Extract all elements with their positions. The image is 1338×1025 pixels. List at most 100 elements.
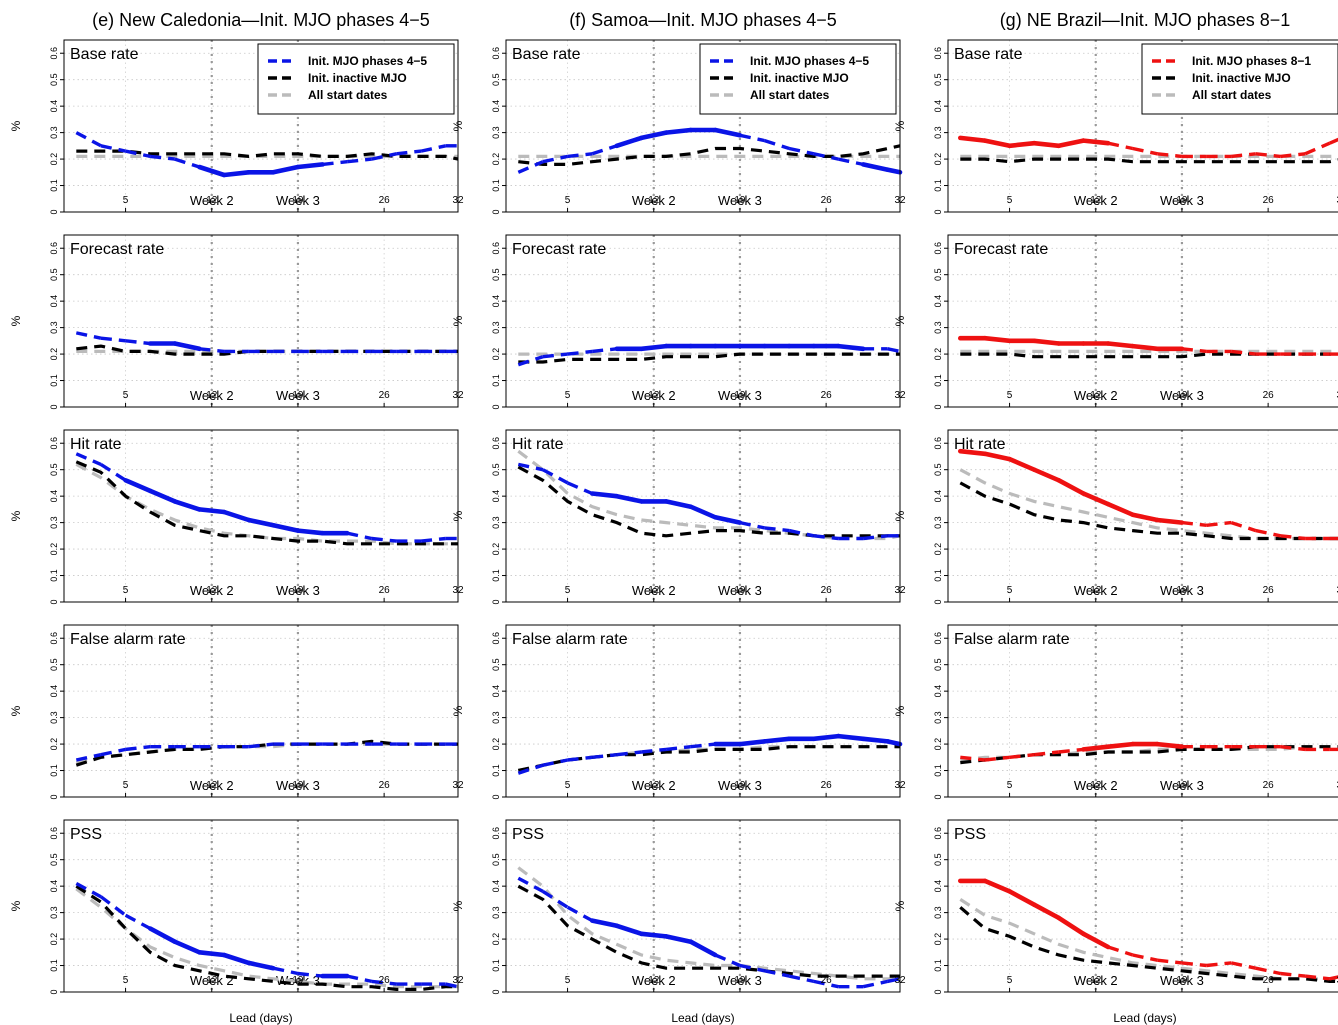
x-tick-label: 26 bbox=[1263, 195, 1275, 206]
series-mjo-segment bbox=[592, 347, 617, 354]
legend-label: All start dates bbox=[750, 88, 830, 102]
y-tick-label: 0.6 bbox=[49, 437, 59, 450]
week-label: Week 2 bbox=[1074, 778, 1118, 793]
series-mjo-segment bbox=[1056, 138, 1086, 149]
x-axis-label: Lead (days) bbox=[671, 1011, 734, 1025]
y-tick-label: 0.5 bbox=[49, 853, 59, 866]
y-tick-label: 0.2 bbox=[933, 153, 943, 166]
legend-label: Init. MJO phases 4−5 bbox=[308, 54, 427, 68]
panel-frame bbox=[63, 39, 459, 213]
series-mjo-segment bbox=[125, 149, 151, 159]
legend-label: Init. inactive MJO bbox=[308, 71, 407, 85]
x-tick-label: 19 bbox=[292, 975, 304, 986]
series-mjo-segment bbox=[322, 160, 348, 167]
y-tick-label: 0.6 bbox=[49, 827, 59, 840]
x-tick-label: 26 bbox=[821, 780, 833, 791]
panel-frame bbox=[63, 819, 459, 993]
series-inactive-line bbox=[959, 906, 1338, 983]
y-tick-label: 0 bbox=[49, 404, 59, 409]
series-mjo-segment bbox=[297, 971, 323, 978]
y-tick-label: 0 bbox=[49, 209, 59, 214]
y-tick-label: 0.5 bbox=[933, 658, 943, 671]
series-mjo-segment bbox=[248, 742, 274, 749]
series-mjo-segment bbox=[639, 343, 669, 352]
y-tick-label: 0.1 bbox=[491, 959, 501, 972]
series-mjo-segment bbox=[860, 736, 891, 744]
series-mjo-segment bbox=[813, 534, 839, 541]
y-axis-label: % bbox=[893, 705, 907, 716]
panel: Week 2 Week 3 5 12 19 26 32 0 0.1 0.2 0.3 0.4 0.5 0.6… bbox=[893, 819, 1338, 995]
series-mjo-segment bbox=[592, 753, 617, 759]
x-tick-label: 5 bbox=[123, 975, 129, 986]
series-mjo-segment bbox=[589, 491, 620, 499]
series-mjo-segment bbox=[371, 152, 397, 161]
y-axis-label: % bbox=[9, 315, 23, 326]
series-mjo-segment bbox=[1007, 889, 1037, 908]
y-tick-label: 0.5 bbox=[933, 463, 943, 476]
x-tick-label: 5 bbox=[565, 195, 571, 206]
series-mjo-segment bbox=[1231, 152, 1256, 159]
series-mjo-segment bbox=[1031, 902, 1062, 921]
series-mjo-segment bbox=[1280, 152, 1306, 159]
y-tick-label: 0.5 bbox=[49, 463, 59, 476]
x-tick-label: 32 bbox=[452, 975, 464, 986]
panel-frame bbox=[947, 624, 1338, 798]
y-axis-label: % bbox=[893, 900, 907, 911]
x-tick-label: 26 bbox=[1263, 390, 1275, 401]
y-tick-label: 0.4 bbox=[49, 880, 59, 893]
y-axis-label: % bbox=[451, 900, 465, 911]
series-mjo-segment bbox=[1105, 341, 1135, 349]
y-tick-label: 0.3 bbox=[49, 321, 59, 334]
series-mjo-segment bbox=[1280, 534, 1306, 541]
y-tick-label: 0.5 bbox=[49, 73, 59, 86]
series-mjo-segment bbox=[75, 131, 102, 148]
y-tick-label: 0.2 bbox=[933, 348, 943, 361]
week-label: Week 3 bbox=[276, 193, 320, 208]
y-tick-label: 0.4 bbox=[933, 880, 943, 893]
series-mjo-segment bbox=[517, 462, 544, 472]
x-tick-label: 5 bbox=[1007, 195, 1013, 206]
series-mjo-segment bbox=[346, 974, 373, 984]
series-mjo-segment bbox=[764, 526, 790, 533]
x-tick-label: 19 bbox=[292, 195, 304, 206]
panel: Week 2 Week 3 5 12 19 26 32 0 0.1 0.2 0.3 0.4 0.5 0.6… bbox=[893, 39, 1338, 215]
panel-frame bbox=[63, 624, 459, 798]
panel-frame bbox=[947, 429, 1338, 603]
series-mjo-segment bbox=[1255, 528, 1281, 538]
series-mjo-segment bbox=[567, 152, 593, 159]
series-mjo-segment bbox=[591, 144, 618, 156]
panel-frame bbox=[505, 819, 901, 993]
legend-label: Init. MJO phases 4−5 bbox=[750, 54, 869, 68]
panel: Week 2 Week 3 5 12 19 26 32 0 0.1 0.2 0.3 0.4 0.5 0.6… bbox=[893, 234, 1338, 410]
y-tick-label: 0.5 bbox=[491, 268, 501, 281]
series-mjo-segment bbox=[836, 733, 866, 742]
week-label: Week 3 bbox=[718, 193, 762, 208]
y-axis-label: % bbox=[451, 120, 465, 131]
series-mjo-segment bbox=[1157, 152, 1183, 159]
series-mjo-segment bbox=[1329, 975, 1338, 981]
series-mjo-segment bbox=[1255, 966, 1281, 976]
series-mjo-segment bbox=[1107, 141, 1134, 151]
series-mjo-segment bbox=[197, 949, 227, 958]
series-all-line bbox=[517, 866, 900, 981]
series-mjo-segment bbox=[100, 144, 126, 153]
series-mjo-segment bbox=[542, 154, 568, 164]
panel: Week 2 Week 3 5 12 19 26 32 0 0.1 0.2 0.3 0.4 0.5 0.6… bbox=[9, 624, 464, 800]
y-tick-label: 0.1 bbox=[933, 764, 943, 777]
series-mjo-segment bbox=[982, 138, 1012, 149]
series-mjo-segment bbox=[739, 963, 765, 973]
y-tick-label: 0.3 bbox=[933, 711, 943, 724]
y-tick-label: 0 bbox=[491, 209, 501, 214]
series-mjo-segment bbox=[1031, 140, 1062, 149]
y-tick-label: 0.5 bbox=[491, 463, 501, 476]
y-tick-label: 0.2 bbox=[491, 543, 501, 556]
series-mjo-segment bbox=[688, 504, 718, 520]
series-mjo-segment bbox=[739, 133, 765, 143]
series-mjo-segment bbox=[396, 149, 422, 156]
y-tick-label: 0.6 bbox=[933, 827, 943, 840]
series-mjo-segment bbox=[371, 979, 397, 986]
panel-title: False alarm rate bbox=[70, 631, 186, 648]
x-tick-label: 32 bbox=[894, 780, 906, 791]
series-mjo-segment bbox=[270, 164, 301, 175]
series-mjo-segment bbox=[172, 939, 202, 955]
